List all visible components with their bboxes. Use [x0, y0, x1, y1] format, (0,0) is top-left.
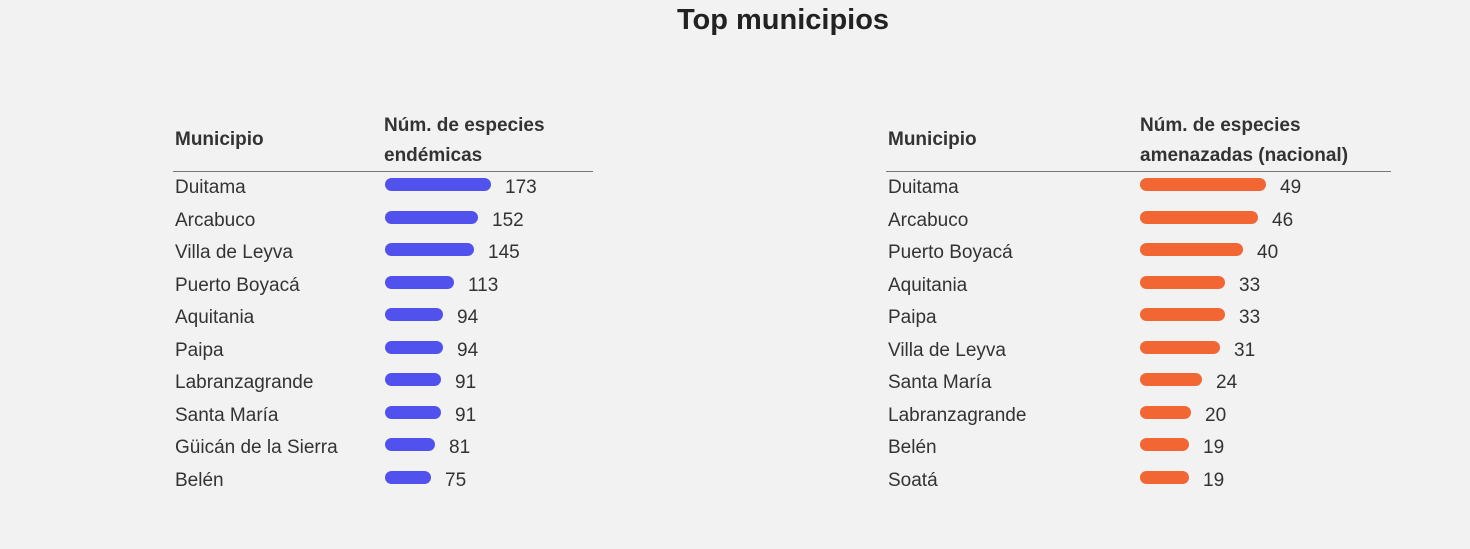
value-bar — [1140, 373, 1202, 386]
value-label: 33 — [1239, 274, 1261, 296]
value-bar — [1140, 210, 1258, 224]
value-label: 33 — [1239, 307, 1261, 328]
value-bar — [385, 470, 431, 484]
table-row: Labranzagrande 91 — [173, 367, 593, 400]
table-row: Duitama 173 — [173, 172, 593, 205]
table-row: Paipa 94 — [173, 335, 593, 368]
value-label: 19 — [1203, 469, 1225, 491]
header-endemic-line-2: endémicas — [384, 145, 483, 166]
endemic-species-table: Municipio Núm. de especies endémicas Dui… — [173, 110, 593, 497]
header-endemic-species: Núm. de especies endémicas — [384, 111, 545, 171]
table-row: Arcabuco 152 — [173, 205, 593, 238]
table-row: Villa de Leyva 31 — [886, 335, 1391, 368]
municipio-name: Soatá — [888, 469, 938, 491]
value-bar — [1140, 308, 1225, 321]
municipio-name: Belén — [175, 469, 224, 491]
table-row: Villa de Leyva 145 — [173, 237, 593, 270]
table-row: Aquitania 33 — [886, 270, 1391, 303]
value-bar — [1140, 340, 1220, 354]
value-bar — [385, 340, 443, 354]
municipio-name: Paipa — [175, 339, 224, 361]
municipio-name: Duitama — [175, 177, 246, 198]
value-label: 19 — [1203, 437, 1225, 458]
value-bar — [1140, 243, 1243, 256]
value-label: 20 — [1205, 404, 1227, 426]
municipio-name: Aquitania — [175, 307, 255, 328]
header-municipio: Municipio — [888, 129, 977, 150]
value-bar — [1140, 178, 1266, 191]
value-label: 31 — [1234, 339, 1256, 361]
table-row: Aquitania 94 — [173, 302, 593, 335]
municipio-name: Puerto Boyacá — [888, 242, 1013, 263]
value-bar — [385, 405, 441, 419]
header-endemic-line-1: Núm. de especies — [384, 115, 545, 136]
threatened-rows: Duitama 49 Arcabuco 46 Puerto Boyacá 40 Aquita… — [886, 172, 1391, 497]
municipio-name: Labranzagrande — [888, 404, 1027, 426]
municipio-name: Labranzagrande — [175, 372, 314, 393]
value-label: 40 — [1257, 242, 1279, 263]
header-threatened-line-2: amenazadas (nacional) — [1140, 145, 1349, 166]
table-row: Santa María 24 — [886, 367, 1391, 400]
value-label: 173 — [505, 177, 537, 198]
municipio-name: Paipa — [888, 307, 937, 328]
page-title: Top municipios — [676, 4, 890, 36]
endemic-rows: Duitama 173 Arcabuco 152 Villa de Leyva 145 Pu… — [173, 172, 593, 497]
value-bar — [1140, 405, 1191, 419]
municipio-name: Villa de Leyva — [888, 339, 1006, 361]
municipio-name: Belén — [888, 437, 937, 458]
municipio-name: Villa de Leyva — [175, 242, 293, 263]
value-label: 145 — [488, 242, 520, 263]
value-label: 46 — [1272, 209, 1294, 231]
table-row: Paipa 33 — [886, 302, 1391, 335]
municipio-name: Arcabuco — [888, 209, 969, 231]
municipio-name: Arcabuco — [175, 209, 256, 231]
table-header: Municipio Núm. de especies endémicas — [173, 110, 593, 172]
value-label: 75 — [445, 469, 467, 491]
table-row: Santa María 91 — [173, 400, 593, 433]
value-bar — [1140, 438, 1189, 451]
value-bar — [1140, 275, 1225, 289]
table-row: Duitama 49 — [886, 172, 1391, 205]
value-bar — [385, 275, 454, 289]
value-label: 24 — [1216, 372, 1238, 393]
table-row: Güicán de la Sierra 81 — [173, 432, 593, 465]
table-row: Soatá 19 — [886, 465, 1391, 498]
table-row: Labranzagrande 20 — [886, 400, 1391, 433]
table-row: Puerto Boyacá 113 — [173, 270, 593, 303]
value-bar — [385, 243, 474, 256]
municipio-name: Santa María — [888, 372, 992, 393]
table-row: Belén 19 — [886, 432, 1391, 465]
value-label: 113 — [468, 274, 499, 296]
header-threatened-line-1: Núm. de especies — [1140, 115, 1301, 136]
value-bar — [385, 178, 491, 191]
table-row: Belén 75 — [173, 465, 593, 498]
threatened-species-table: Municipio Núm. de especies amenazadas (n… — [886, 110, 1391, 497]
municipio-name: Duitama — [888, 177, 959, 198]
value-label: 94 — [457, 307, 479, 328]
table-row: Arcabuco 46 — [886, 205, 1391, 238]
value-label: 81 — [449, 437, 471, 458]
header-threatened-species: Núm. de especies amenazadas (nacional) — [1140, 111, 1348, 171]
municipio-name: Güicán de la Sierra — [175, 437, 338, 458]
value-label: 94 — [457, 339, 479, 361]
value-bar — [385, 308, 443, 321]
value-label: 49 — [1280, 177, 1302, 198]
municipio-name: Santa María — [175, 404, 279, 426]
value-label: 91 — [455, 372, 477, 393]
value-bar — [1140, 470, 1189, 484]
value-bar — [385, 373, 441, 386]
value-bar — [385, 210, 478, 224]
municipio-name: Puerto Boyacá — [175, 274, 300, 296]
table-header: Municipio Núm. de especies amenazadas (n… — [886, 110, 1391, 172]
value-label: 91 — [455, 404, 477, 426]
table-row: Puerto Boyacá 40 — [886, 237, 1391, 270]
header-municipio: Municipio — [175, 129, 264, 150]
value-bar — [385, 438, 435, 451]
value-label: 152 — [492, 209, 524, 231]
municipio-name: Aquitania — [888, 274, 968, 296]
